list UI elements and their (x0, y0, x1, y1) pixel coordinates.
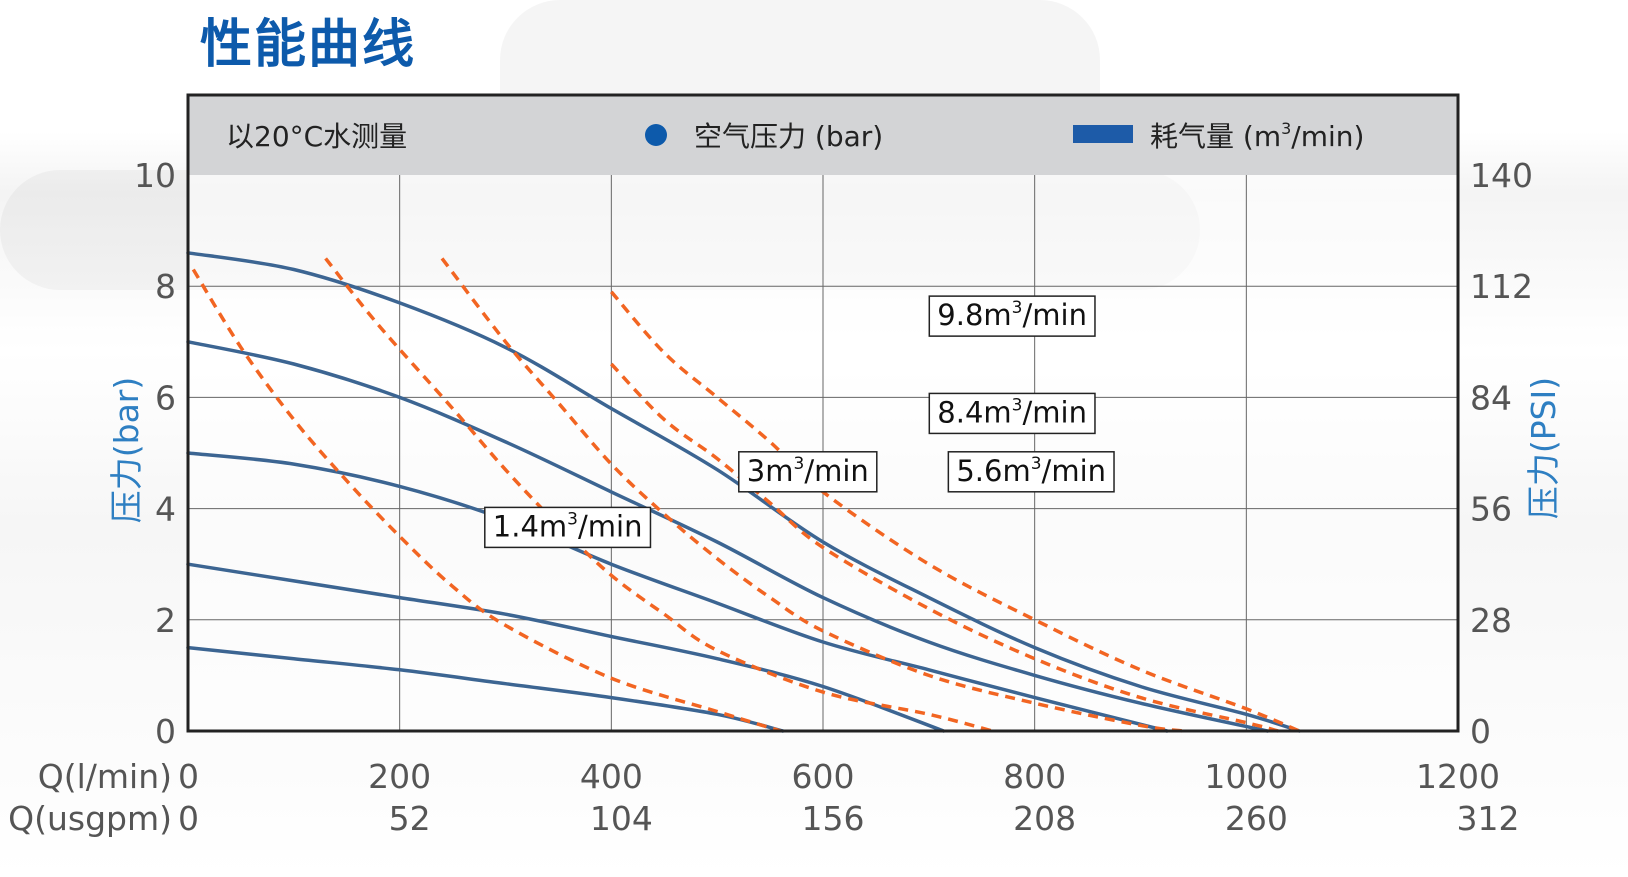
y-tick-left: 2 (155, 601, 176, 640)
y-axis-title-right: 压力(PSI) (1524, 377, 1563, 519)
legend-pressure-label: 空气压力 (bar) (694, 120, 883, 153)
tick-labels: 0 2 4 6 8 10 0 28 56 84 112 140 0 200 400 600 800 1000 120… (134, 156, 1533, 838)
x-tick-usgpm: 312 (1457, 799, 1520, 838)
x-tick-usgpm: 260 (1225, 799, 1288, 838)
pressure-curve-5 (186, 645, 785, 733)
curve-label-unit: /min (804, 454, 868, 488)
y-tick-right: 140 (1470, 156, 1533, 195)
curve-label-sup: 3 (1031, 454, 1042, 474)
air-curve-3 (324, 257, 993, 733)
y-tick-right: 112 (1470, 267, 1533, 306)
curve-label-value: 1.4m (493, 509, 567, 543)
header-background (188, 95, 1458, 175)
x-tick-lpm: 0 (178, 757, 199, 796)
curve-label-sup: 3 (567, 509, 578, 529)
x-tick-lpm: 1200 (1416, 757, 1500, 796)
legend-note: 以20°C水测量 (226, 120, 407, 153)
air-curve-8.4 (610, 362, 1279, 733)
y-tick-left: 4 (155, 490, 176, 529)
pressure-curve-3 (186, 451, 1169, 733)
y-tick-left: 0 (155, 712, 176, 751)
curve-label-box (928, 295, 1096, 337)
x-axis-title-usgpm: Q(usgpm) (8, 799, 172, 838)
curve-label-value: 5.6m (956, 454, 1030, 488)
curve-label-box (484, 506, 652, 549)
x-tick-usgpm: 104 (590, 799, 653, 838)
curve-label-1.4: 1.4m3/min (484, 506, 652, 549)
chart-header: 以20°C水测量 空气压力 (bar) 耗气量 (m3/min) (188, 95, 1458, 175)
legend-consumption-prefix: 耗气量 (m (1150, 120, 1281, 153)
legend-consumption-label: 耗气量 (m3/min) (1150, 119, 1364, 153)
x-tick-lpm: 1000 (1204, 757, 1288, 796)
curve-label-5.6: 5.6m3/min (947, 451, 1115, 493)
y-tick-left: 6 (155, 378, 176, 417)
curve-label-text: 1.4m3/min (493, 509, 643, 543)
y-axis-title-left: 压力(bar) (107, 377, 146, 524)
curve-label-text: 3m3/min (747, 454, 869, 488)
x-tick-lpm: 400 (580, 757, 643, 796)
curve-label-text: 8.4m3/min (937, 395, 1087, 429)
y-tick-left: 10 (134, 156, 176, 195)
curve-label-unit: /min (1023, 298, 1087, 332)
curve-label-unit: /min (1042, 454, 1106, 488)
x-axis-title-lpm: Q(l/min) (38, 757, 172, 796)
curve-label-unit: /min (578, 509, 642, 543)
plot-border (186, 93, 1460, 733)
curve-label-text: 9.8m3/min (937, 298, 1087, 332)
legend-consumption-suffix: /min) (1291, 120, 1364, 153)
curve-label-value: 3m (747, 454, 794, 488)
curve-label-value: 9.8m (937, 298, 1011, 332)
x-tick-usgpm: 52 (389, 799, 431, 838)
curve-label-sup: 3 (1012, 298, 1023, 318)
curve-label-text: 5.6m3/min (956, 454, 1106, 488)
curve-label-unit: /min (1023, 395, 1087, 429)
legend-consumption-marker (1073, 125, 1133, 143)
legend-pressure-marker (645, 124, 667, 146)
pressure-curve-4 (186, 562, 946, 733)
x-tick-usgpm: 0 (178, 799, 199, 838)
page-title: 性能曲线 (200, 15, 417, 75)
air-curve-9.8 (609, 290, 1300, 733)
curve-label-9.8: 9.8m3/min (928, 295, 1096, 337)
y-tick-right: 84 (1470, 378, 1512, 417)
curve-label-sup: 3 (1012, 395, 1023, 415)
legend-consumption-sup: 3 (1281, 119, 1291, 138)
x-tick-lpm: 800 (1003, 757, 1066, 796)
y-tick-right: 0 (1470, 712, 1491, 751)
x-tick-usgpm: 156 (802, 799, 865, 838)
air-curve-5.6 (440, 257, 1184, 733)
curve-label-box (738, 451, 878, 493)
y-tick-right: 56 (1470, 490, 1512, 529)
curve-label-3: 3m3/min (738, 451, 878, 493)
curve-label-box (928, 392, 1096, 435)
air-curve-1.4 (191, 268, 782, 733)
x-tick-lpm: 600 (792, 757, 855, 796)
curve-label-sup: 3 (794, 454, 805, 474)
curve-label-box (947, 451, 1115, 493)
y-tick-right: 28 (1470, 601, 1512, 640)
y-tick-left: 8 (155, 267, 176, 306)
x-tick-usgpm: 208 (1013, 799, 1076, 838)
air-consumption-curves (191, 257, 1300, 733)
x-tick-lpm: 200 (368, 757, 431, 796)
curve-label-8.4: 8.4m3/min (928, 392, 1096, 435)
curve-label-value: 8.4m (937, 395, 1011, 429)
pressure-curve-2 (186, 340, 1270, 733)
